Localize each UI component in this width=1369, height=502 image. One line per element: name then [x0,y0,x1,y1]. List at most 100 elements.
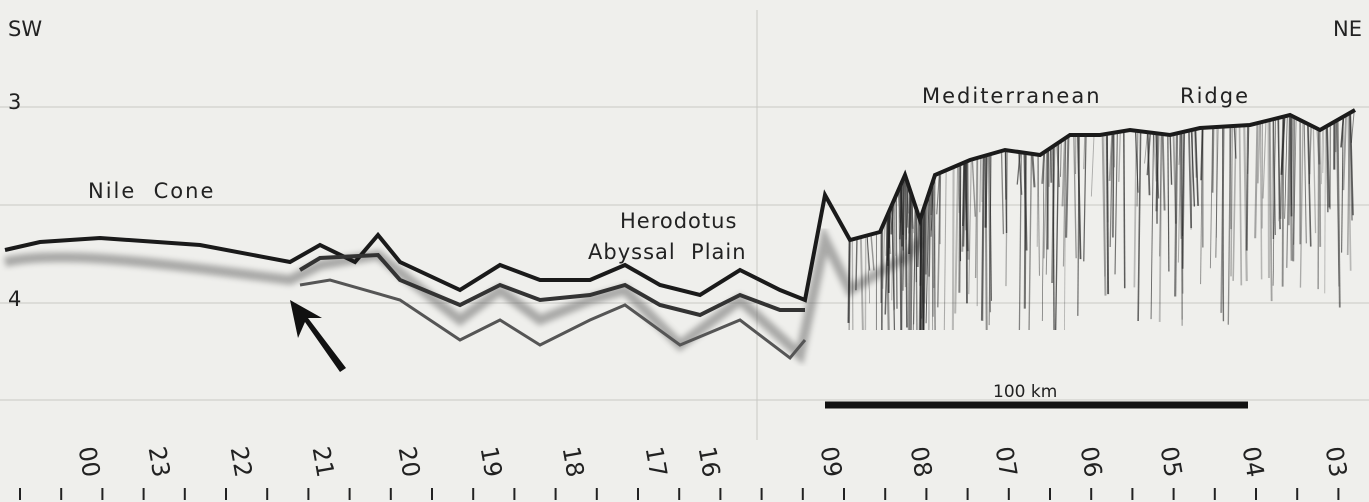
echo-streak [1144,132,1148,164]
echo-streak [1341,116,1344,253]
echo-streak [882,221,886,289]
echo-streak [962,162,965,226]
echo-streak [1209,127,1214,269]
echo-streak [1243,125,1248,282]
echo-streak [899,181,903,240]
echo-streak [1316,128,1321,165]
echo-streak [1335,120,1340,287]
echo-streak [1190,129,1196,207]
echo-streak [1289,115,1293,261]
echo-streak [1169,134,1173,185]
depth-label: 4 [8,287,21,311]
echo-streak [1286,115,1291,268]
echo-streak [980,156,985,321]
echo-streak [908,191,912,255]
echo-streak [1220,126,1225,313]
echo-streak [943,170,947,331]
echo-streak [866,235,871,304]
echo-streak [1146,132,1152,176]
echo-streak [1346,112,1351,256]
time-label: 00 [73,444,106,479]
echo-streak [1152,132,1158,182]
time-label: 18 [557,444,590,479]
echo-streak [1277,117,1281,230]
echo-streak [1254,123,1259,239]
echo-streak [1077,134,1082,260]
echo-streak [1188,130,1193,229]
echo-streak [912,206,917,331]
echo-streak [855,238,858,291]
echo-streak [1336,119,1341,308]
echo-streak [1222,126,1225,322]
echo-streak [1016,152,1021,185]
echo-streak [1290,116,1294,205]
echo-streak [1064,137,1067,331]
echo-streak [859,237,864,331]
time-label: 20 [393,444,426,479]
echo-streak [951,167,955,331]
echo-streak [1325,126,1329,213]
echo-streak [1262,120,1267,199]
echo-streak [1228,126,1232,230]
echo-streak [1256,122,1261,184]
annotation: Abyssal Plain [588,240,747,264]
echo-streak [1159,133,1162,257]
echo-streak [913,204,916,325]
echo-streak [1113,132,1115,168]
echo-streak [903,176,907,288]
echo-streak [1299,121,1304,288]
time-label: 19 [475,444,508,479]
echo-streak [906,180,910,234]
echo-streak [1177,132,1182,263]
echo-streak [971,159,976,217]
echo-streak [1307,123,1312,247]
echo-streak [1342,115,1347,191]
echo-streak [954,165,960,314]
grid [0,10,1369,440]
echo-streak [1324,126,1326,294]
echo-streak [1193,129,1198,178]
echo-streak [848,239,851,331]
echo-streak [981,156,985,322]
echo-streak [886,207,892,261]
echo-streak [1238,125,1243,286]
time-label: 22 [225,444,258,479]
echo-streak [921,205,926,331]
time-label: 04 [1237,444,1270,479]
scale-label: 100 km [993,382,1057,402]
echo-streak [966,161,970,260]
echo-streak [930,180,934,237]
time-label: 05 [1155,444,1188,479]
echo-streak [1303,122,1307,244]
echo-streak [968,159,972,295]
echo-streak [984,155,988,228]
echo-streak [1320,128,1324,185]
echo-streak [1280,116,1286,175]
echo-streak [1060,140,1062,177]
echo-streak [987,154,992,313]
echo-streak [916,216,921,268]
echo-streak [1194,129,1199,206]
time-label: 23 [143,444,176,479]
echo-streak [1281,116,1285,287]
echo-streak [1293,118,1297,245]
echo-streak [921,206,925,319]
time-label: 16 [693,444,726,479]
echo-streak [1123,131,1126,289]
echo-streak [1180,132,1183,326]
echo-streak [1150,132,1154,320]
time-label: 08 [905,444,938,479]
echo-streak [1118,131,1121,182]
echo-streak [886,214,892,255]
echo-streak [1322,127,1325,174]
echo-streak [957,165,960,214]
echo-streak [1158,133,1163,322]
echo-streak [870,234,875,271]
direction-label: SW [8,17,42,41]
echo-streak [1268,120,1273,302]
echo-streak [910,198,914,331]
echo-streak [1134,130,1139,193]
reflector [3,108,1356,365]
echo-streak [1037,154,1040,276]
